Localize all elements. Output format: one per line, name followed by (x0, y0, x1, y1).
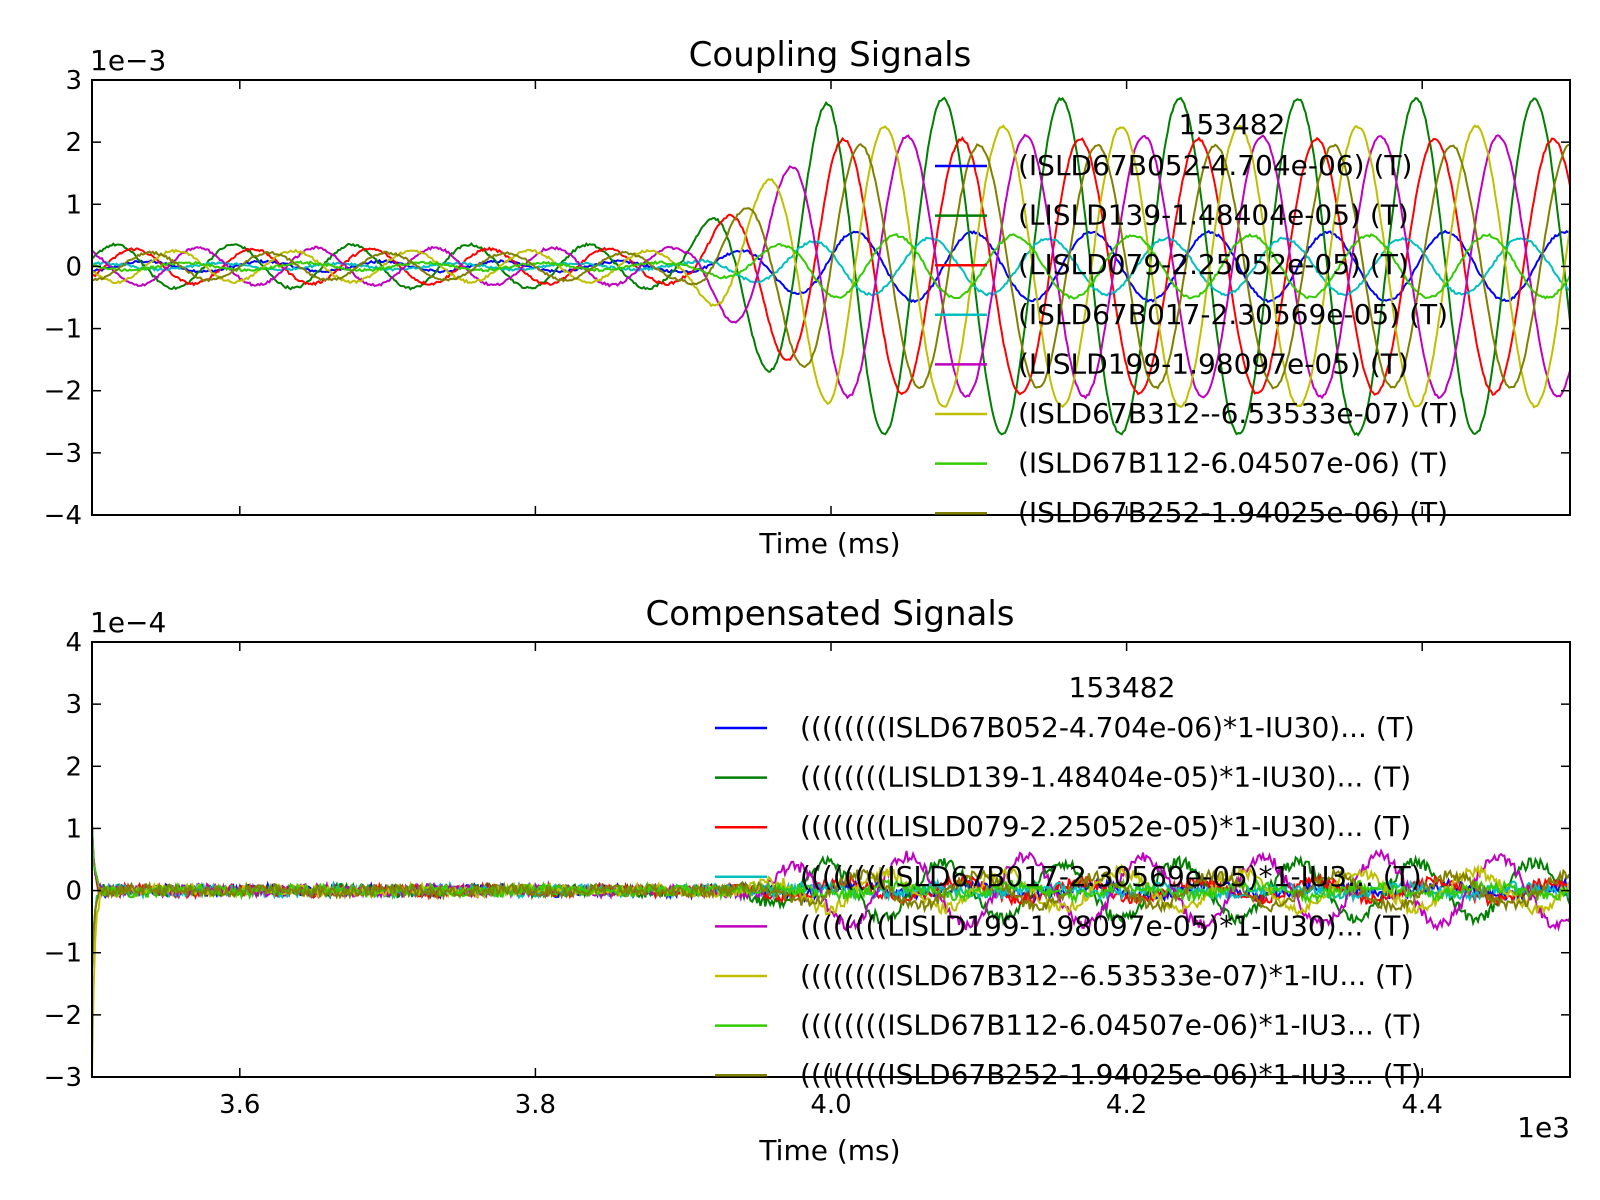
y-tick-label: 0 (65, 877, 82, 907)
y-tick-label: −1 (44, 939, 82, 969)
legend-entry: ((((((((ISLD67B312--6.53533e-07)*1-IU...… (800, 959, 1414, 992)
legend-entry: ((((((((ISLD67B112-6.04507e-06)*1-IU3...… (800, 1009, 1422, 1042)
chart-title: Compensated Signals (645, 594, 1014, 634)
x-tick-label: 4.2 (1106, 1090, 1147, 1120)
x-tick-label: 3.8 (515, 1090, 556, 1120)
legend-title: 153482 (1069, 671, 1176, 704)
legend-entry: (LISLD139-1.48404e-05) (T) (1018, 199, 1409, 232)
legend-entry: ((((((((LISLD139-1.48404e-05)*1-IU30)...… (800, 761, 1411, 794)
y-tick-label: −3 (44, 1063, 82, 1093)
chart-title: Coupling Signals (689, 35, 972, 75)
legend-entry: (ISLD67B312--6.53533e-07) (T) (1018, 397, 1458, 430)
y-tick-label: 3 (65, 690, 82, 720)
y-tick-label: −3 (44, 439, 82, 469)
series-lines (92, 823, 1570, 1073)
y-tick-label: −2 (44, 1001, 82, 1031)
y-tick-label: 1 (65, 814, 82, 844)
series-line (92, 866, 1570, 970)
series-line (92, 135, 1570, 396)
axis-ticks: 4 3 2 1 0 −1 −2 −3 3.6 3.8 4.0 4.2 4.4 (44, 628, 1570, 1120)
y-tick-label: −4 (44, 501, 82, 531)
x-tick-label: 3.6 (219, 1090, 260, 1120)
x-tick-label: 4.4 (1402, 1090, 1443, 1120)
x-axis-label: Time (ms) (758, 527, 900, 560)
series-line (92, 236, 1570, 297)
legend: 153482 ((((((((ISLD67B052-4.704e-06)*1-I… (715, 671, 1422, 1091)
y-tick-label: 0 (65, 252, 82, 282)
legend-entry: (ISLD67B252-1.94025e-06) (T) (1018, 496, 1448, 529)
legend-entry: (LISLD079-2.25052e-05) (T) (1018, 248, 1409, 281)
legend: 153482 (ISLD67B052-4.704e-06) (T) (LISLD1… (935, 108, 1458, 529)
legend-entry: ((((((((ISLD67B252-1.94025e-06)*1-IU3...… (800, 1058, 1422, 1091)
y-tick-label: 1 (65, 190, 82, 220)
legend-entry: (ISLD67B112-6.04507e-06) (T) (1018, 447, 1448, 480)
y-tick-label: 2 (65, 128, 82, 158)
x-tick-label: 4.0 (810, 1090, 851, 1120)
compensated-signals-axes: Compensated Signals 1e−4 4 3 2 1 0 −1 −2 −3 3.6 3… (44, 594, 1571, 1167)
legend-entry: ((((((((LISLD079-2.25052e-05)*1-IU30)...… (800, 810, 1411, 843)
legend-title: 153482 (1179, 108, 1286, 141)
legend-entry: (ISLD67B052-4.704e-06) (T) (1018, 149, 1412, 182)
y-tick-label: −2 (44, 377, 82, 407)
y-offset-label: 1e−4 (90, 606, 166, 639)
y-tick-label: 4 (65, 628, 82, 658)
series-line (92, 96, 1570, 437)
y-tick-label: 2 (65, 752, 82, 782)
series-line (92, 142, 1570, 390)
series-lines (92, 96, 1570, 437)
legend-entry: ((((((((ISLD67B017-2.30569e-05)*1-IU3...… (800, 860, 1422, 893)
x-offset-label: 1e3 (1517, 1111, 1570, 1144)
axis-ticks: 3 2 1 0 −1 −2 −3 −4 (44, 66, 1570, 531)
y-tick-label: 3 (65, 66, 82, 96)
legend-entry: (ISLD67B017-2.30569e-05) (T) (1018, 298, 1448, 331)
y-offset-label: 1e−3 (90, 44, 166, 77)
y-tick-label: −1 (44, 315, 82, 345)
series-line (92, 232, 1570, 300)
series-line (92, 133, 1570, 400)
legend-entry: ((((((((ISLD67B052-4.704e-06)*1-IU30)...… (800, 711, 1415, 744)
coupling-signals-axes: Coupling Signals 1e−3 3 2 1 0 −1 −2 −3 −4 Time … (44, 35, 1571, 560)
legend-entry: ((((((((LISLD199-1.98097e-05)*1-IU30)...… (800, 909, 1411, 942)
x-axis-label: Time (ms) (758, 1134, 900, 1167)
legend-entry: (LISLD199-1.98097e-05) (T) (1018, 347, 1409, 380)
